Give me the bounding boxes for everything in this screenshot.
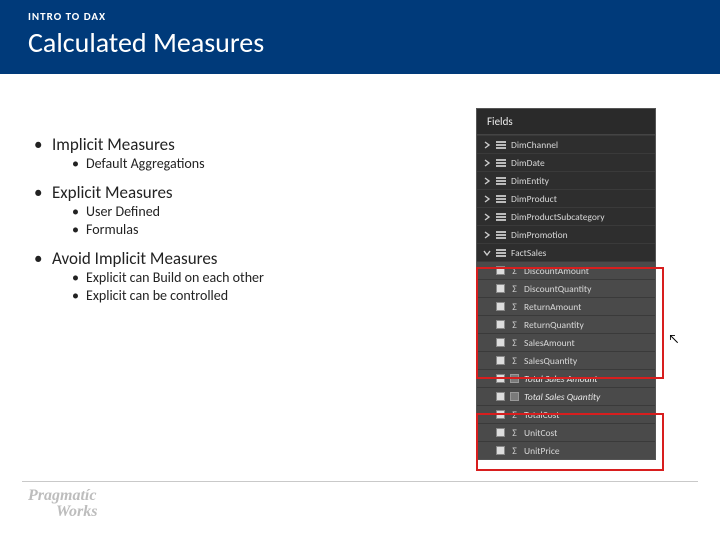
field-row[interactable]: Σ DiscountAmount xyxy=(477,261,655,279)
table-icon xyxy=(496,159,506,167)
checkbox[interactable] xyxy=(496,338,505,347)
field-row[interactable]: Σ SalesAmount xyxy=(477,333,655,351)
checkbox[interactable] xyxy=(496,320,505,329)
fields-panel-title: Fields xyxy=(477,109,655,135)
chevron-right-icon[interactable] xyxy=(483,213,491,221)
table-icon xyxy=(496,249,506,257)
table-row[interactable]: DimProductSubcategory xyxy=(477,207,655,225)
bullet-l1: Avoid Implicit Measures Explicit can Bui… xyxy=(30,248,456,304)
sigma-icon: Σ xyxy=(510,338,519,347)
field-label: Total Sales Quantity xyxy=(524,391,649,403)
table-icon xyxy=(496,141,506,149)
checkbox[interactable] xyxy=(496,284,505,293)
chevron-right-icon[interactable] xyxy=(483,177,491,185)
table-label: DimDate xyxy=(511,157,649,169)
field-row[interactable]: Total Sales Amount xyxy=(477,369,655,387)
sigma-icon: Σ xyxy=(510,428,519,437)
sigma-icon: Σ xyxy=(510,266,519,275)
fields-panel-wrap: Fields DimChannel DimDate DimEntity DimProd… xyxy=(476,108,690,460)
table-row[interactable]: FactSales xyxy=(477,243,655,261)
sigma-icon: Σ xyxy=(510,302,519,311)
checkbox[interactable] xyxy=(496,428,505,437)
checkbox[interactable] xyxy=(496,392,505,401)
field-label: Total Sales Amount xyxy=(524,373,649,385)
bullet-l1: Implicit Measures Default Aggregations xyxy=(30,134,456,172)
field-label: DiscountQuantity xyxy=(524,283,649,295)
field-row[interactable]: Total Sales Quantity xyxy=(477,387,655,405)
chevron-down-icon[interactable] xyxy=(483,249,491,257)
sigma-icon: Σ xyxy=(510,446,519,455)
sigma-icon: Σ xyxy=(510,284,519,293)
slide-title: Calculated Measures xyxy=(28,25,692,60)
calculator-icon xyxy=(510,374,519,383)
bullet-l2: Explicit can Build on each other xyxy=(72,269,456,286)
field-label: UnitCost xyxy=(524,427,649,439)
table-icon xyxy=(496,195,506,203)
bullet-l1: Explicit Measures User Defined Formulas xyxy=(30,182,456,238)
field-label: SalesAmount xyxy=(524,337,649,349)
field-label: ReturnAmount xyxy=(524,301,649,313)
field-label: DiscountAmount xyxy=(524,265,649,277)
field-row[interactable]: Σ ReturnQuantity xyxy=(477,315,655,333)
checkbox[interactable] xyxy=(496,374,505,383)
table-icon xyxy=(496,177,506,185)
bullet-list: Implicit Measures Default Aggregations E… xyxy=(30,108,456,460)
field-row[interactable]: Σ SalesQuantity xyxy=(477,351,655,369)
footer-divider xyxy=(22,481,698,482)
kicker-text: INTRO TO DAX xyxy=(28,10,692,23)
bullet-l2: Formulas xyxy=(72,221,456,238)
chevron-right-icon[interactable] xyxy=(483,195,491,203)
table-label: DimChannel xyxy=(511,139,649,151)
table-label: FactSales xyxy=(511,247,649,259)
checkbox[interactable] xyxy=(496,410,505,419)
slide-header: INTRO TO DAX Calculated Measures xyxy=(0,0,720,74)
chevron-right-icon[interactable] xyxy=(483,231,491,239)
calculator-icon xyxy=(510,392,519,401)
table-row[interactable]: DimEntity xyxy=(477,171,655,189)
table-row[interactable]: DimChannel xyxy=(477,135,655,153)
table-label: DimPromotion xyxy=(511,229,649,241)
field-row[interactable]: Σ DiscountQuantity xyxy=(477,279,655,297)
field-row[interactable]: Σ ReturnAmount xyxy=(477,297,655,315)
chevron-right-icon[interactable] xyxy=(483,141,491,149)
table-label: DimProduct xyxy=(511,193,649,205)
table-icon xyxy=(496,231,506,239)
fields-panel: Fields DimChannel DimDate DimEntity DimProd… xyxy=(476,108,656,460)
bullet-l2: User Defined xyxy=(72,203,456,220)
chevron-right-icon[interactable] xyxy=(483,159,491,167)
table-label: DimProductSubcategory xyxy=(511,211,649,223)
table-row[interactable]: DimProduct xyxy=(477,189,655,207)
field-label: ReturnQuantity xyxy=(524,319,649,331)
field-row[interactable]: Σ UnitPrice xyxy=(477,441,655,459)
sigma-icon: Σ xyxy=(510,320,519,329)
field-row[interactable]: Σ UnitCost xyxy=(477,423,655,441)
cursor-icon: ↖ xyxy=(668,332,679,347)
table-row[interactable]: DimPromotion xyxy=(477,225,655,243)
table-icon xyxy=(496,213,506,221)
checkbox[interactable] xyxy=(496,302,505,311)
bullet-l2: Explicit can be controlled xyxy=(72,287,456,304)
checkbox[interactable] xyxy=(496,446,505,455)
field-label: TotalCost xyxy=(524,409,649,421)
table-label: DimEntity xyxy=(511,175,649,187)
field-label: SalesQuantity xyxy=(524,355,649,367)
sigma-icon: Σ xyxy=(510,356,519,365)
footer-logo: Pragmatíc Works xyxy=(28,488,98,520)
checkbox[interactable] xyxy=(496,266,505,275)
field-row[interactable]: Σ TotalCost xyxy=(477,405,655,423)
sigma-icon: Σ xyxy=(510,410,519,419)
bullet-l2: Default Aggregations xyxy=(72,155,456,172)
field-label: UnitPrice xyxy=(524,445,649,457)
slide-content: Implicit Measures Default Aggregations E… xyxy=(0,74,720,460)
table-row[interactable]: DimDate xyxy=(477,153,655,171)
checkbox[interactable] xyxy=(496,356,505,365)
